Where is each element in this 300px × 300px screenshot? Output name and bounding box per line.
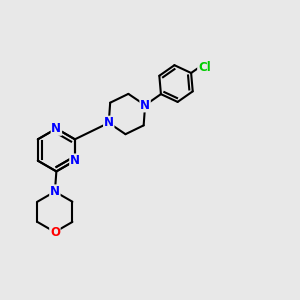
Text: O: O xyxy=(50,226,60,238)
Text: N: N xyxy=(140,99,150,112)
Text: N: N xyxy=(104,116,114,129)
Text: N: N xyxy=(51,122,62,135)
Text: Cl: Cl xyxy=(198,61,211,74)
Text: N: N xyxy=(70,154,80,167)
Text: N: N xyxy=(50,185,60,198)
